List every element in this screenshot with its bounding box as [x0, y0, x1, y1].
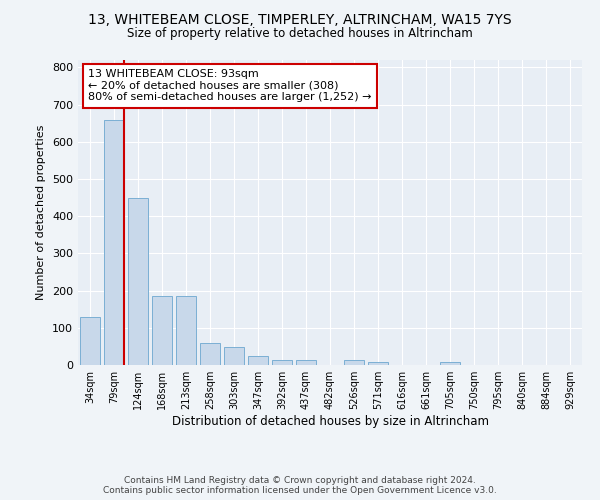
Bar — [104, 120, 124, 365]
Text: Contains HM Land Registry data © Crown copyright and database right 2024.
Contai: Contains HM Land Registry data © Crown c… — [103, 476, 497, 495]
Bar — [248, 356, 268, 365]
Bar — [128, 198, 148, 365]
X-axis label: Distribution of detached houses by size in Altrincham: Distribution of detached houses by size … — [172, 415, 488, 428]
Bar — [176, 296, 196, 365]
Text: Size of property relative to detached houses in Altrincham: Size of property relative to detached ho… — [127, 28, 473, 40]
Bar — [440, 362, 460, 365]
Bar — [344, 360, 364, 365]
Text: 13, WHITEBEAM CLOSE, TIMPERLEY, ALTRINCHAM, WA15 7YS: 13, WHITEBEAM CLOSE, TIMPERLEY, ALTRINCH… — [88, 12, 512, 26]
Text: 13 WHITEBEAM CLOSE: 93sqm
← 20% of detached houses are smaller (308)
80% of semi: 13 WHITEBEAM CLOSE: 93sqm ← 20% of detac… — [88, 69, 371, 102]
Bar — [224, 347, 244, 365]
Bar — [200, 342, 220, 365]
Y-axis label: Number of detached properties: Number of detached properties — [37, 125, 46, 300]
Bar — [368, 362, 388, 365]
Bar — [80, 316, 100, 365]
Bar — [152, 296, 172, 365]
Bar — [296, 360, 316, 365]
Bar — [272, 360, 292, 365]
